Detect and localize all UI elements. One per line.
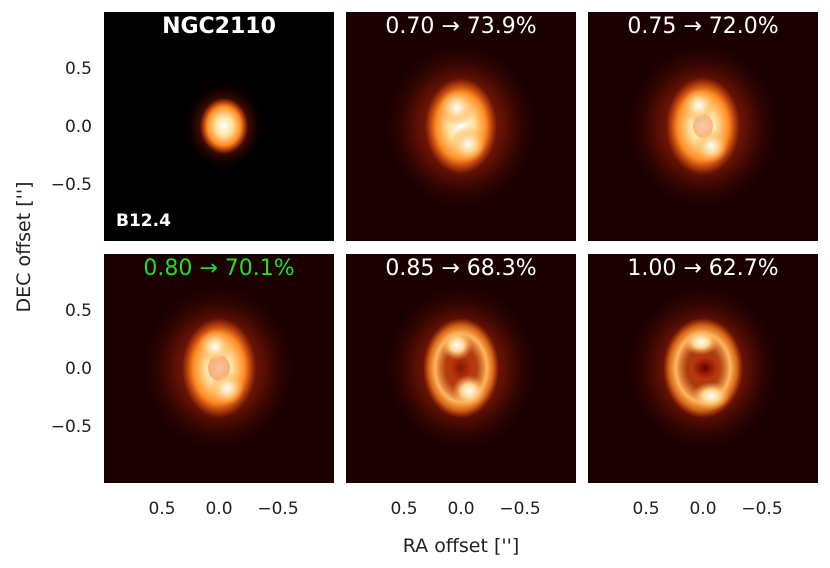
x-tick-label: 0.0 xyxy=(689,499,716,519)
y-tick-label: 0.0 xyxy=(65,359,92,379)
x-tick-label: −0.5 xyxy=(499,499,540,519)
y-axis-label: DEC offset [''] xyxy=(13,181,35,312)
panel-2-title: 0.70 → 73.9% xyxy=(385,14,536,39)
panel-2 xyxy=(346,12,576,241)
y-tick-label: −0.5 xyxy=(51,417,92,437)
x-tick-label: −0.5 xyxy=(257,499,298,519)
y-tick-label: 0.5 xyxy=(65,301,92,321)
x-tick-label: 0.5 xyxy=(148,499,175,519)
y-tick-label: 0.0 xyxy=(65,117,92,137)
panel-5-title: 0.85 → 68.3% xyxy=(385,256,536,281)
panel-4 xyxy=(104,254,334,483)
y-tick-label: 0.5 xyxy=(65,59,92,79)
panel-3-title: 0.75 → 72.0% xyxy=(627,14,778,39)
panel-6-title: 1.00 → 62.7% xyxy=(627,256,778,281)
panel-5 xyxy=(346,254,576,483)
x-axis-label: RA offset [''] xyxy=(403,535,520,557)
panel-1 xyxy=(104,12,334,241)
x-tick-label: −0.5 xyxy=(741,499,782,519)
y-tick-label: −0.5 xyxy=(51,175,92,195)
x-tick-label: 0.0 xyxy=(205,499,232,519)
x-tick-label: 0.5 xyxy=(390,499,417,519)
panel-4-title: 0.80 → 70.1% xyxy=(143,256,294,281)
panel-1-title: NGC2110 xyxy=(162,14,276,39)
panel-6 xyxy=(588,254,818,483)
x-tick-label: 0.5 xyxy=(632,499,659,519)
band-label: B12.4 xyxy=(116,211,171,231)
x-tick-label: 0.0 xyxy=(447,499,474,519)
panel-3 xyxy=(588,12,818,241)
